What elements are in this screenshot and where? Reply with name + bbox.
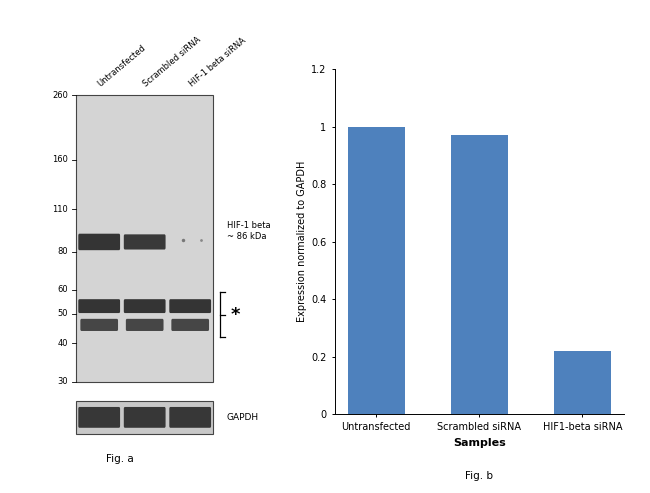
Text: Fig. b: Fig. b <box>465 471 493 481</box>
Text: 80: 80 <box>58 247 68 256</box>
FancyBboxPatch shape <box>169 407 211 428</box>
Text: 110: 110 <box>53 205 68 214</box>
Bar <box>77 95 213 382</box>
Bar <box>451 135 508 414</box>
Text: 160: 160 <box>53 155 68 164</box>
FancyBboxPatch shape <box>169 299 211 313</box>
Text: 30: 30 <box>58 377 68 386</box>
FancyBboxPatch shape <box>126 319 164 331</box>
Text: Scrambled siRNA: Scrambled siRNA <box>142 35 203 89</box>
Text: 260: 260 <box>53 91 68 100</box>
Text: Fig. a: Fig. a <box>106 454 134 464</box>
Text: 50: 50 <box>58 309 68 318</box>
FancyBboxPatch shape <box>81 319 118 331</box>
Text: *: * <box>231 306 240 323</box>
Bar <box>348 127 404 414</box>
FancyBboxPatch shape <box>78 299 120 313</box>
FancyBboxPatch shape <box>124 234 166 249</box>
FancyBboxPatch shape <box>172 319 209 331</box>
FancyBboxPatch shape <box>78 234 120 250</box>
Text: Untransfected: Untransfected <box>96 43 148 89</box>
Text: HIF-1 beta
~ 86 kDa: HIF-1 beta ~ 86 kDa <box>227 221 270 242</box>
Y-axis label: Expression normalized to GAPDH: Expression normalized to GAPDH <box>297 161 307 322</box>
FancyBboxPatch shape <box>78 407 120 428</box>
Text: 40: 40 <box>58 339 68 348</box>
FancyBboxPatch shape <box>124 407 166 428</box>
X-axis label: Samples: Samples <box>453 438 506 448</box>
Text: HIF-1 beta siRNA: HIF-1 beta siRNA <box>187 36 247 89</box>
Text: 60: 60 <box>58 285 68 294</box>
Bar <box>77 401 213 434</box>
Bar <box>554 351 611 414</box>
Text: GAPDH: GAPDH <box>227 413 259 422</box>
FancyBboxPatch shape <box>124 299 166 313</box>
